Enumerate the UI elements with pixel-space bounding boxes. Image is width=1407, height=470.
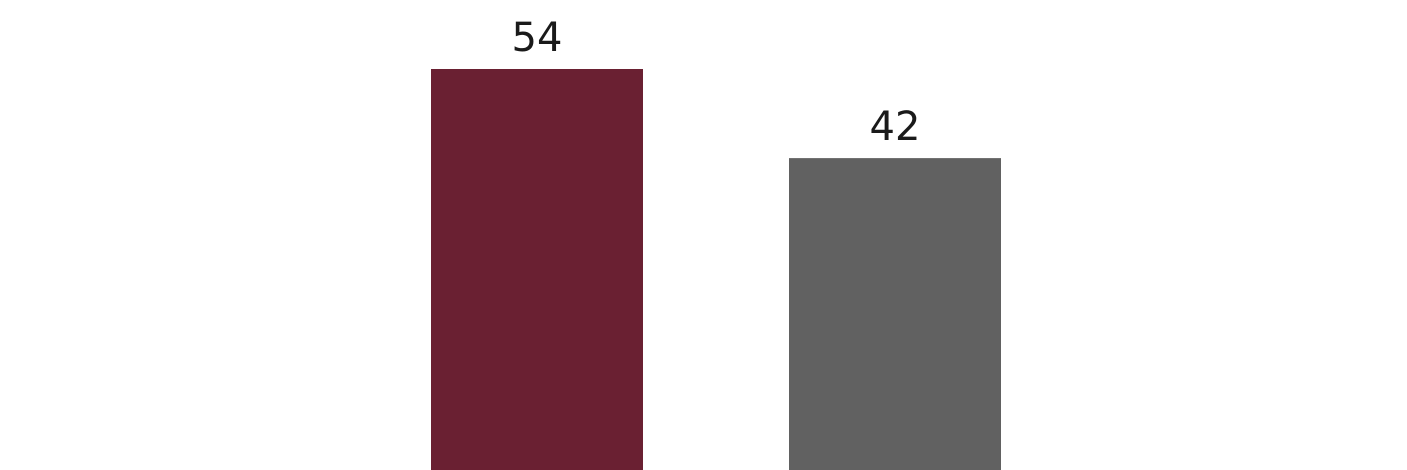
bar-2 — [789, 158, 1001, 470]
bars-group — [431, 69, 1001, 470]
data-labels-group: 54 42 — [512, 15, 921, 150]
bar-1-value-label: 54 — [512, 15, 563, 61]
bar-2-value-label: 42 — [870, 104, 921, 150]
bar-1 — [431, 69, 643, 470]
